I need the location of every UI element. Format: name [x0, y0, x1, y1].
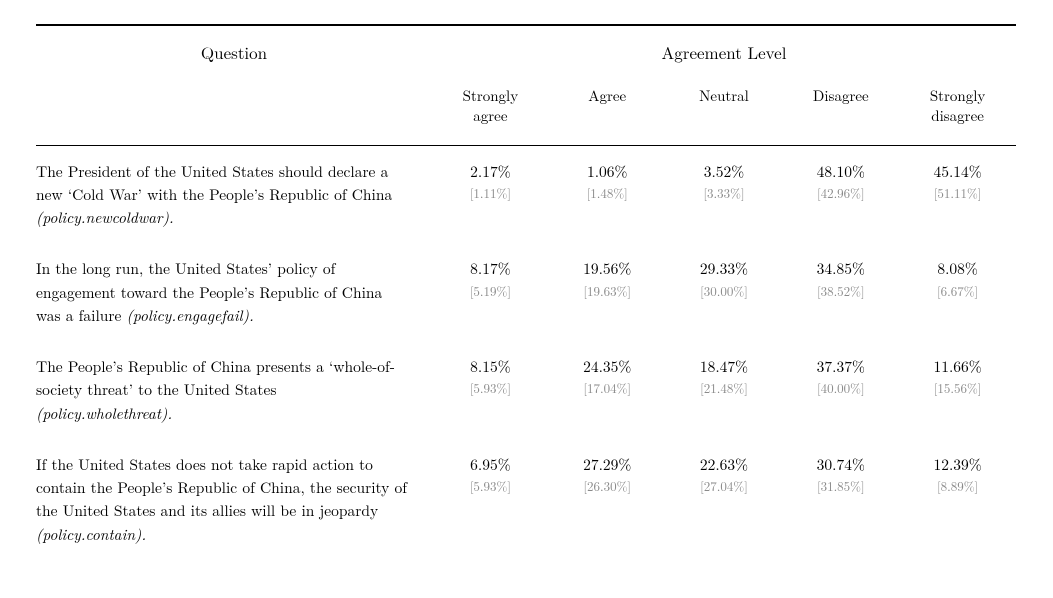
- question-prose: The People’s Republic of China presents …: [36, 356, 395, 400]
- secondary-value: [21.48%]: [666, 378, 783, 398]
- primary-value: 12.39%: [899, 453, 1016, 476]
- secondary-value: [30.00%]: [666, 281, 783, 301]
- cell: 37.37% [40.00%]: [782, 355, 899, 398]
- secondary-value: [6.67%]: [899, 281, 1016, 301]
- secondary-value: [1.11%]: [432, 183, 549, 203]
- secondary-value: [19.63%]: [549, 281, 666, 301]
- secondary-value: [5.93%]: [432, 476, 549, 496]
- secondary-value: [31.85%]: [782, 476, 899, 496]
- level-strongly-agree: Stronglyagree: [432, 86, 549, 127]
- secondary-value: [5.93%]: [432, 378, 549, 398]
- cell: 22.63% [27.04%]: [666, 453, 783, 496]
- table-body: The President of the United States shoul…: [36, 146, 1016, 546]
- cell: 8.08% [6.67%]: [899, 257, 1016, 300]
- cell: 30.74% [31.85%]: [782, 453, 899, 496]
- cell: 18.47% [21.48%]: [666, 355, 783, 398]
- primary-value: 22.63%: [666, 453, 783, 476]
- secondary-value: [5.19%]: [432, 281, 549, 301]
- question-varname: (policy.engagefail).: [127, 305, 254, 326]
- row-values: 6.95% [5.93%] 27.29% [26.30%] 22.63% [27…: [432, 453, 1016, 496]
- col-header-question-spacer: [36, 86, 432, 127]
- question-prose: If the United States does not take rapid…: [36, 454, 407, 522]
- cell: 11.66% [15.56%]: [899, 355, 1016, 398]
- row-values: 2.17% [1.11%] 1.06% [1.48%] 3.52% [3.33%…: [432, 160, 1016, 203]
- cell: 2.17% [1.11%]: [432, 160, 549, 203]
- cell: 3.52% [3.33%]: [666, 160, 783, 203]
- level-disagree: Disagree: [782, 86, 899, 127]
- primary-value: 30.74%: [782, 453, 899, 476]
- primary-value: 29.33%: [666, 257, 783, 280]
- primary-value: 8.15%: [432, 355, 549, 378]
- cell: 1.06% [1.48%]: [549, 160, 666, 203]
- row-values: 8.17% [5.19%] 19.56% [19.63%] 29.33% [30…: [432, 257, 1016, 300]
- secondary-value: [15.56%]: [899, 378, 1016, 398]
- header-row-2: Stronglyagree Agree Neutral Disagree Str…: [36, 82, 1016, 145]
- primary-value: 8.08%: [899, 257, 1016, 280]
- question-varname: (policy.newcoldwar).: [36, 207, 174, 228]
- question-varname: (policy.wholethreat).: [36, 403, 172, 424]
- cell: 6.95% [5.93%]: [432, 453, 549, 496]
- question-text: In the long run, the United States’ poli…: [36, 257, 432, 327]
- question-prose: The President of the United States shoul…: [36, 161, 392, 205]
- cell: 34.85% [38.52%]: [782, 257, 899, 300]
- primary-value: 18.47%: [666, 355, 783, 378]
- primary-value: 48.10%: [782, 160, 899, 183]
- secondary-value: [27.04%]: [666, 476, 783, 496]
- cell: 19.56% [19.63%]: [549, 257, 666, 300]
- primary-value: 3.52%: [666, 160, 783, 183]
- survey-table: Question Agreement Level Stronglyagree A…: [36, 24, 1016, 546]
- col-header-agreement: Agreement Level: [432, 40, 1016, 64]
- cell: 24.35% [17.04%]: [549, 355, 666, 398]
- cell: 8.17% [5.19%]: [432, 257, 549, 300]
- primary-value: 8.17%: [432, 257, 549, 280]
- row-values: 8.15% [5.93%] 24.35% [17.04%] 18.47% [21…: [432, 355, 1016, 398]
- col-header-question: Question: [36, 40, 432, 64]
- primary-value: 2.17%: [432, 160, 549, 183]
- primary-value: 6.95%: [432, 453, 549, 476]
- secondary-value: [40.00%]: [782, 378, 899, 398]
- question-text: The People’s Republic of China presents …: [36, 355, 432, 425]
- secondary-value: [3.33%]: [666, 183, 783, 203]
- primary-value: 24.35%: [549, 355, 666, 378]
- primary-value: 37.37%: [782, 355, 899, 378]
- primary-value: 1.06%: [549, 160, 666, 183]
- table-row: The People’s Republic of China presents …: [36, 355, 1016, 425]
- primary-value: 19.56%: [549, 257, 666, 280]
- cell: 12.39% [8.89%]: [899, 453, 1016, 496]
- secondary-value: [26.30%]: [549, 476, 666, 496]
- question-varname: (policy.contain).: [36, 524, 146, 545]
- secondary-value: [17.04%]: [549, 378, 666, 398]
- primary-value: 45.14%: [899, 160, 1016, 183]
- agreement-level-headers: Stronglyagree Agree Neutral Disagree Str…: [432, 86, 1016, 127]
- secondary-value: [38.52%]: [782, 281, 899, 301]
- secondary-value: [51.11%]: [899, 183, 1016, 203]
- header-row-1: Question Agreement Level: [36, 26, 1016, 82]
- primary-value: 34.85%: [782, 257, 899, 280]
- question-text: If the United States does not take rapid…: [36, 453, 432, 546]
- level-agree: Agree: [549, 86, 666, 127]
- secondary-value: [42.96%]: [782, 183, 899, 203]
- question-text: The President of the United States shoul…: [36, 160, 432, 230]
- primary-value: 11.66%: [899, 355, 1016, 378]
- primary-value: 27.29%: [549, 453, 666, 476]
- table-row: In the long run, the United States’ poli…: [36, 257, 1016, 327]
- table-row: The President of the United States shoul…: [36, 160, 1016, 230]
- level-strongly-disagree: Stronglydisagree: [899, 86, 1016, 127]
- cell: 48.10% [42.96%]: [782, 160, 899, 203]
- secondary-value: [1.48%]: [549, 183, 666, 203]
- level-neutral: Neutral: [666, 86, 783, 127]
- cell: 27.29% [26.30%]: [549, 453, 666, 496]
- cell: 8.15% [5.93%]: [432, 355, 549, 398]
- cell: 45.14% [51.11%]: [899, 160, 1016, 203]
- cell: 29.33% [30.00%]: [666, 257, 783, 300]
- table-row: If the United States does not take rapid…: [36, 453, 1016, 546]
- secondary-value: [8.89%]: [899, 476, 1016, 496]
